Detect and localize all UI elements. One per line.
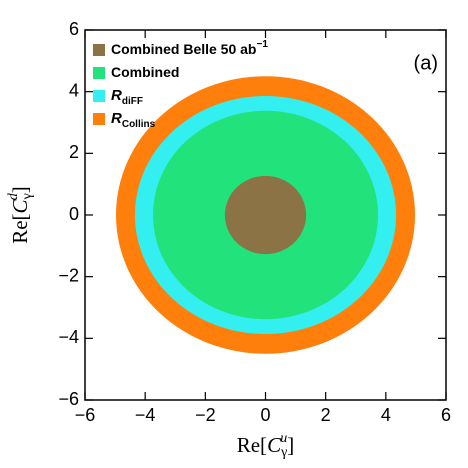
xlabel-part: C — [267, 433, 282, 457]
annotation: (a) — [414, 52, 438, 74]
legend-name: R — [111, 110, 122, 127]
ylabel-part: Re[ — [8, 213, 32, 243]
legend-name: R — [111, 87, 122, 104]
legend-label: RCollins — [111, 110, 156, 130]
legend-label: Combined Belle 50 ab−1 — [111, 39, 268, 57]
x-tick-label: 4 — [381, 405, 391, 425]
legend-sup: −1 — [256, 39, 268, 50]
x-tick-label: −2 — [195, 405, 216, 425]
legend-name: Combined — [111, 64, 179, 80]
xlabel-part: ] — [287, 433, 294, 457]
ylabel-title: Re[Cγd] — [6, 186, 35, 244]
xlabel-part: u — [280, 431, 287, 446]
x-tick-label: −6 — [75, 405, 96, 425]
legend-label: Combined — [111, 64, 179, 80]
legend-swatch — [93, 113, 105, 125]
ylabel-part: d — [6, 192, 21, 200]
x-tick-label: −4 — [135, 405, 156, 425]
y-tick-label: 6 — [69, 19, 79, 39]
legend-sub: diFF — [122, 96, 143, 107]
y-tick-label: 0 — [69, 204, 79, 224]
legend-sub: Collins — [122, 119, 156, 130]
y-tick-label: −6 — [58, 389, 79, 409]
disc — [224, 175, 307, 255]
ylabel-part: ] — [8, 186, 32, 193]
legend-swatch — [93, 44, 105, 56]
x-tick-label: 0 — [260, 405, 270, 425]
y-tick-label: 2 — [69, 142, 79, 162]
xlabel-part: γ — [280, 445, 287, 460]
xlabel-part: Re[ — [237, 433, 267, 457]
y-tick-label: 4 — [69, 80, 79, 100]
ylabel-part: C — [8, 198, 32, 213]
legend-label: RdiFF — [111, 87, 143, 107]
x-tick-label: 6 — [441, 405, 451, 425]
legend-swatch — [93, 90, 105, 102]
xlabel-title: Re[Cγu] — [237, 431, 295, 460]
y-tick-label: −4 — [58, 327, 79, 347]
x-tick-label: 2 — [321, 405, 331, 425]
legend-name: Combined Belle 50 ab — [111, 41, 256, 57]
y-tick-label: −2 — [58, 265, 79, 285]
legend-swatch — [93, 67, 105, 79]
ylabel-part: γ — [20, 193, 35, 200]
